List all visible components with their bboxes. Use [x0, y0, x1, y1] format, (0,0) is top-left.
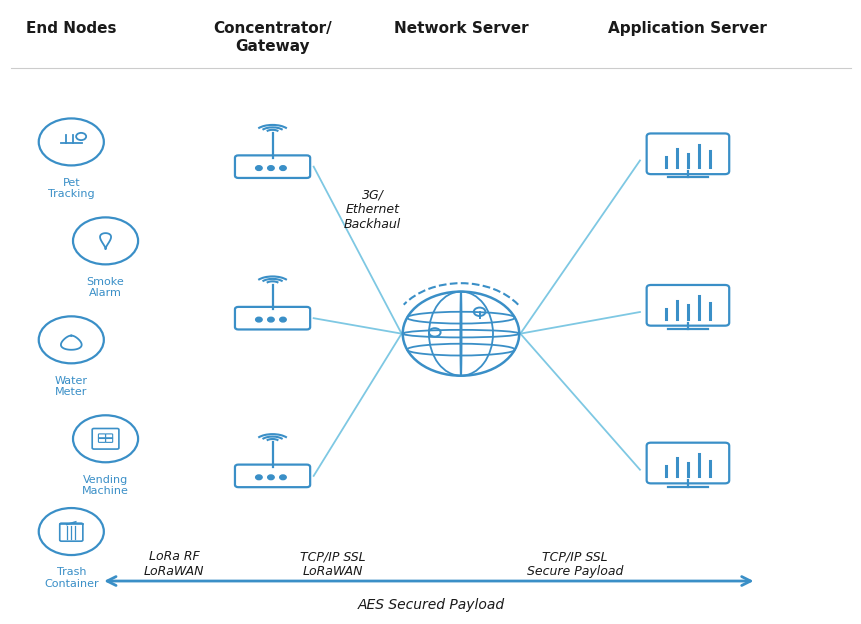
Text: Pet
Tracking: Pet Tracking	[48, 178, 95, 200]
Circle shape	[268, 166, 274, 170]
Text: Concentrator/
Gateway: Concentrator/ Gateway	[213, 21, 331, 54]
Text: Network Server: Network Server	[393, 21, 528, 36]
Text: AES Secured Payload: AES Secured Payload	[357, 598, 504, 612]
Text: LoRa RF
LoRaWAN: LoRa RF LoRaWAN	[144, 550, 204, 578]
Text: End Nodes: End Nodes	[26, 21, 116, 36]
Text: Vending
Machine: Vending Machine	[82, 475, 129, 496]
Text: 3G/
Ethernet
Backhaul: 3G/ Ethernet Backhaul	[344, 188, 401, 232]
Text: Application Server: Application Server	[608, 21, 766, 36]
Circle shape	[268, 475, 274, 480]
Circle shape	[279, 317, 286, 322]
Text: TCP/IP SSL
Secure Payload: TCP/IP SSL Secure Payload	[526, 550, 623, 578]
Circle shape	[256, 166, 262, 170]
Circle shape	[256, 317, 262, 322]
Text: Smoke
Alarm: Smoke Alarm	[87, 277, 124, 298]
Circle shape	[256, 475, 262, 480]
Circle shape	[268, 317, 274, 322]
Circle shape	[279, 475, 286, 480]
Text: Water
Meter: Water Meter	[55, 376, 88, 397]
Circle shape	[279, 166, 286, 170]
Text: TCP/IP SSL
LoRaWAN: TCP/IP SSL LoRaWAN	[300, 550, 365, 578]
Text: Trash
Container: Trash Container	[44, 567, 98, 589]
